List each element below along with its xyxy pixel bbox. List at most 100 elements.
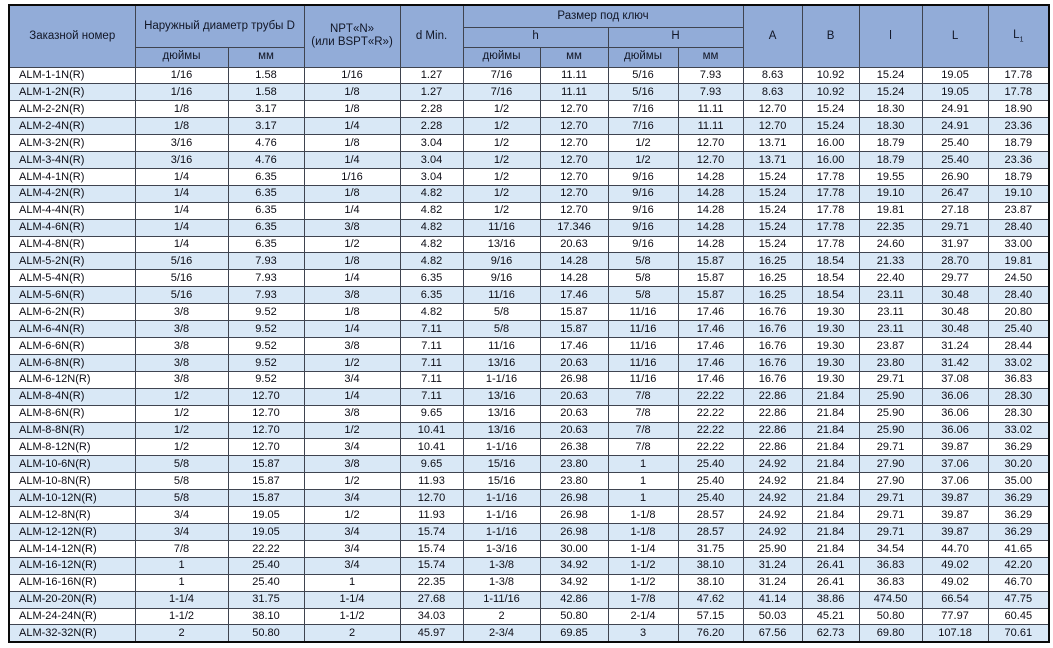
value-cell: 1-3/16	[462, 539, 541, 558]
value-cell: 16.76	[742, 320, 803, 338]
value-cell: 50.80	[858, 607, 923, 626]
value-cell: 15.74	[399, 539, 464, 558]
value-cell: 1/16	[303, 66, 401, 85]
value-cell: 1	[303, 573, 401, 592]
value-cell: 7/8	[607, 421, 679, 440]
value-cell: 37.08	[921, 370, 989, 389]
value-cell: 1/4	[134, 184, 229, 203]
value-cell: 22.22	[677, 438, 744, 457]
value-cell: 3/4	[134, 522, 229, 541]
value-cell: 26.90	[921, 167, 989, 186]
value-cell: 17.78	[801, 235, 860, 254]
value-cell: 28.30	[987, 387, 1050, 406]
value-cell: 62.73	[801, 624, 860, 643]
value-cell: 5/16	[607, 83, 679, 102]
order-number-cell: ALM-6-12N(R)	[8, 370, 136, 389]
table-body: ALM-1-1N(R) 1/16 1.58 1/16 1.27 7/16 11.11 5/16…	[8, 66, 1050, 643]
value-cell: 12.70	[742, 100, 803, 119]
value-cell: 2-3/4	[462, 624, 541, 643]
value-cell: 25.40	[227, 573, 305, 592]
table-row: ALM-4-4N(R) 1/4 6.35 1/4 4.82 1/2 12.70 9/16 14.…	[8, 201, 1050, 220]
value-cell: 19.30	[801, 303, 860, 322]
value-cell: 1	[607, 489, 679, 508]
order-number-cell: ALM-24-24N(R)	[8, 607, 136, 626]
value-cell: 107.18	[921, 624, 989, 643]
value-cell: 26.38	[539, 438, 609, 457]
value-cell: 1/16	[134, 66, 229, 85]
order-number-cell: ALM-8-12N(R)	[8, 438, 136, 457]
value-cell: 11.11	[539, 66, 609, 85]
value-cell: 3/8	[134, 370, 229, 389]
value-cell: 16.76	[742, 303, 803, 322]
value-cell: 23.11	[858, 303, 923, 322]
value-cell: 12.70	[227, 404, 305, 423]
value-cell: 39.87	[921, 438, 989, 457]
value-cell: 36.83	[987, 370, 1050, 389]
value-cell: 25.90	[858, 404, 923, 423]
value-cell: 11/16	[462, 337, 541, 355]
value-cell: 36.29	[987, 522, 1050, 541]
table-row: ALM-1-1N(R) 1/16 1.58 1/16 1.27 7/16 11.11 5/16…	[8, 66, 1050, 85]
value-cell: 17.78	[801, 201, 860, 220]
value-cell: 5/8	[462, 303, 541, 322]
value-cell: 11/16	[607, 337, 679, 355]
value-cell: 19.81	[987, 252, 1050, 271]
col-header-l-big: L	[921, 4, 989, 68]
value-cell: 38.10	[677, 573, 744, 592]
value-cell: 15.24	[742, 218, 803, 237]
value-cell: 7/8	[607, 438, 679, 457]
value-cell: 1/8	[303, 83, 401, 102]
value-cell: 2.28	[399, 117, 464, 136]
value-cell: 34.54	[858, 539, 923, 558]
value-cell: 34.03	[399, 607, 464, 626]
value-cell: 8.63	[742, 83, 803, 102]
value-cell: 25.40	[921, 134, 989, 153]
value-cell: 25.40	[677, 472, 744, 491]
value-cell: 474.50	[858, 590, 923, 609]
value-cell: 12.70	[539, 134, 609, 153]
value-cell: 12.70	[539, 167, 609, 186]
value-cell: 12.70	[539, 117, 609, 136]
order-number-cell: ALM-32-32N(R)	[8, 624, 136, 643]
value-cell: 11/16	[607, 353, 679, 372]
value-cell: 28.30	[987, 404, 1050, 423]
table-row: ALM-6-6N(R) 3/8 9.52 3/8 7.11 11/16 17.46 11/16…	[8, 337, 1050, 355]
value-cell: 7/16	[607, 100, 679, 119]
spec-table: Заказной номер Наружный диаметр трубы D …	[8, 4, 1051, 643]
value-cell: 18.79	[987, 167, 1050, 186]
value-cell: 29.71	[858, 522, 923, 541]
header-row-2: h H	[9, 26, 1049, 48]
value-cell: 46.70	[987, 573, 1050, 592]
value-cell: 5/8	[607, 252, 679, 271]
value-cell: 2-1/4	[607, 607, 679, 626]
value-cell: 70.61	[987, 624, 1050, 643]
value-cell: 22.22	[677, 404, 744, 423]
value-cell: 15.24	[801, 117, 860, 136]
l1-base: L	[1013, 28, 1020, 41]
value-cell: 1-1/16	[462, 489, 541, 508]
value-cell: 19.30	[801, 370, 860, 389]
value-cell: 25.90	[858, 387, 923, 406]
value-cell: 4.82	[399, 201, 464, 220]
table-row: ALM-32-32N(R) 2 50.80 2 45.97 2-3/4 69.85 3 76.2…	[8, 624, 1050, 643]
npt-label-line1: NPT«N»	[329, 23, 375, 36]
value-cell: 18.54	[801, 269, 860, 288]
value-cell: 21.84	[801, 387, 860, 406]
table-row: ALM-8-12N(R) 1/2 12.70 3/4 10.41 1-1/16 26.38 7…	[8, 438, 1050, 457]
table-row: ALM-10-12N(R) 5/8 15.87 3/4 12.70 1-1/16 26.98…	[8, 489, 1050, 508]
value-cell: 15.87	[539, 320, 609, 338]
value-cell: 19.30	[801, 320, 860, 338]
value-cell: 1-7/8	[607, 590, 679, 609]
value-cell: 15.87	[227, 455, 305, 474]
table-row: ALM-16-12N(R) 1 25.40 3/4 15.74 1-3/8 34.92 1-1…	[8, 556, 1050, 575]
value-cell: 9.65	[399, 455, 464, 474]
value-cell: 3/4	[303, 370, 401, 389]
value-cell: 7.93	[227, 252, 305, 271]
value-cell: 21.84	[801, 472, 860, 491]
value-cell: 4.82	[399, 252, 464, 271]
value-cell: 37.06	[921, 455, 989, 474]
value-cell: 3.04	[399, 134, 464, 153]
table-row: ALM-10-6N(R) 5/8 15.87 3/8 9.65 15/16 23.80 1 25…	[8, 455, 1050, 474]
value-cell: 1-1/2	[607, 573, 679, 592]
value-cell: 24.92	[742, 455, 803, 474]
